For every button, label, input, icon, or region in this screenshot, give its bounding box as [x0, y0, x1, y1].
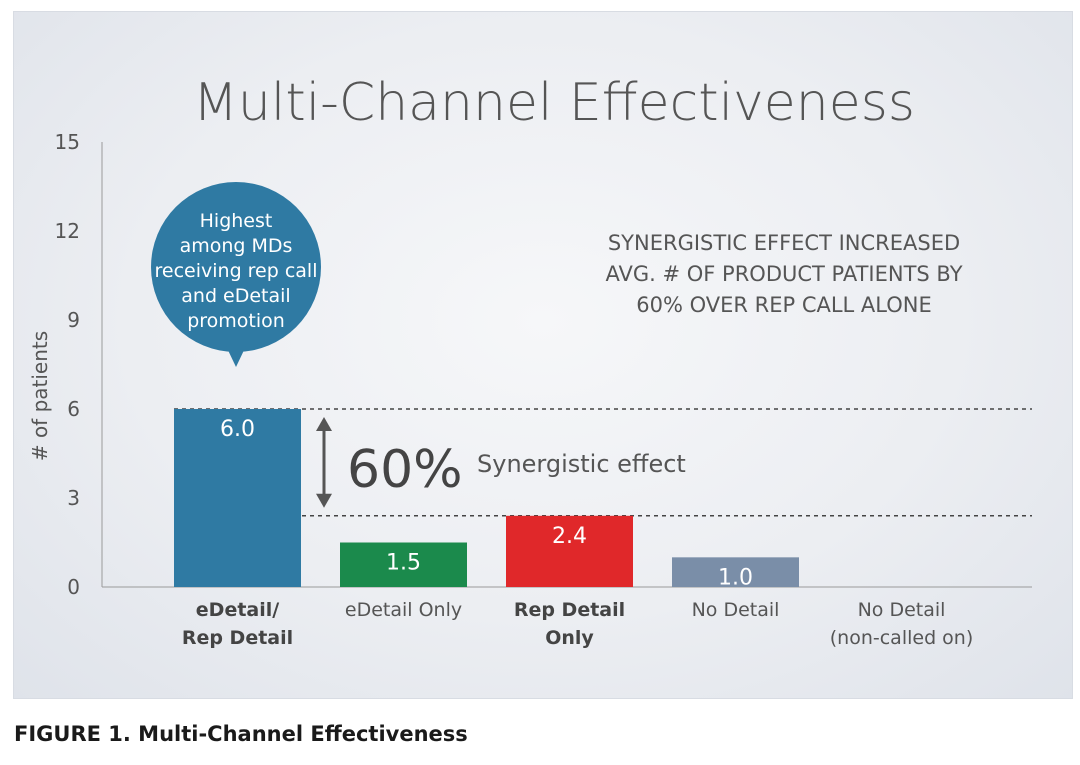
bar-labels: 6.0 1.5 2.4 1.0 — [220, 417, 753, 590]
bar — [672, 557, 799, 587]
x-tick-label: Rep Detail — [514, 599, 625, 621]
bubble-text-line: receiving rep call — [155, 260, 318, 282]
figure-caption: FIGURE 1. Multi-Channel Effectiveness — [14, 722, 468, 746]
bar-value-label: 2.4 — [552, 524, 587, 549]
annotation: SYNERGISTIC EFFECT INCREASED AVG. # OF PR… — [605, 231, 962, 317]
bubble-circle — [151, 182, 321, 352]
x-tick-label: (non-called on) — [830, 627, 974, 649]
y-tick-label: 12 — [55, 219, 80, 243]
bubble-text-line: among MDs — [180, 235, 293, 257]
y-tick-label: 9 — [67, 308, 80, 332]
y-tick-label: 6 — [67, 397, 80, 421]
chart-canvas: Multi-Channel Effectiveness # of patient… — [28, 73, 1032, 649]
bar — [340, 542, 467, 587]
x-tick-label: eDetail Only — [345, 599, 462, 621]
bar-value-label: 1.0 — [718, 565, 753, 590]
x-tick-label: No Detail — [692, 599, 780, 621]
callout-bubble: Highest among MDs receiving rep call and eD… — [151, 182, 321, 367]
synergy-arrow-down — [316, 493, 332, 508]
bar-value-label: 1.5 — [386, 551, 421, 576]
bar — [174, 409, 301, 587]
annotation-line: AVG. # OF PRODUCT PATIENTS BY — [605, 262, 962, 286]
synergy-arrow-up — [316, 417, 332, 431]
synergy-marker: 60% Synergistic effect — [316, 417, 686, 508]
synergy-label: Synergistic effect — [477, 450, 686, 478]
x-tick-label: Rep Detail — [182, 627, 293, 649]
annotation-line: 60% OVER REP CALL ALONE — [636, 293, 932, 317]
y-axis-label: # of patients — [28, 331, 52, 461]
x-tick-label: eDetail/ — [196, 599, 279, 621]
bubble-text-line: and eDetail — [181, 285, 290, 307]
bar — [506, 515, 633, 587]
y-ticks: 0 3 6 9 12 15 — [55, 130, 80, 599]
y-tick-label: 15 — [55, 130, 80, 154]
y-tick-label: 0 — [67, 575, 80, 599]
bubble-text-line: promotion — [187, 310, 285, 332]
x-tick-label: No Detail — [858, 599, 946, 621]
bubble-pointer — [226, 346, 246, 367]
chart-slide: Multi-Channel Effectiveness # of patient… — [14, 12, 1072, 698]
category-labels: eDetail/Rep Detail eDetail Only Rep Detail… — [182, 599, 973, 649]
x-tick-label: Only — [545, 627, 594, 649]
reference-lines — [174, 408, 1032, 517]
bubble-text-line: Highest — [200, 210, 273, 232]
annotation-line: SYNERGISTIC EFFECT INCREASED — [608, 231, 960, 255]
bar-value-label: 6.0 — [220, 417, 255, 442]
chart-title: Multi-Channel Effectiveness — [193, 73, 915, 133]
bars — [174, 409, 799, 587]
y-tick-label: 3 — [67, 486, 80, 510]
synergy-percent: 60% — [347, 440, 463, 500]
